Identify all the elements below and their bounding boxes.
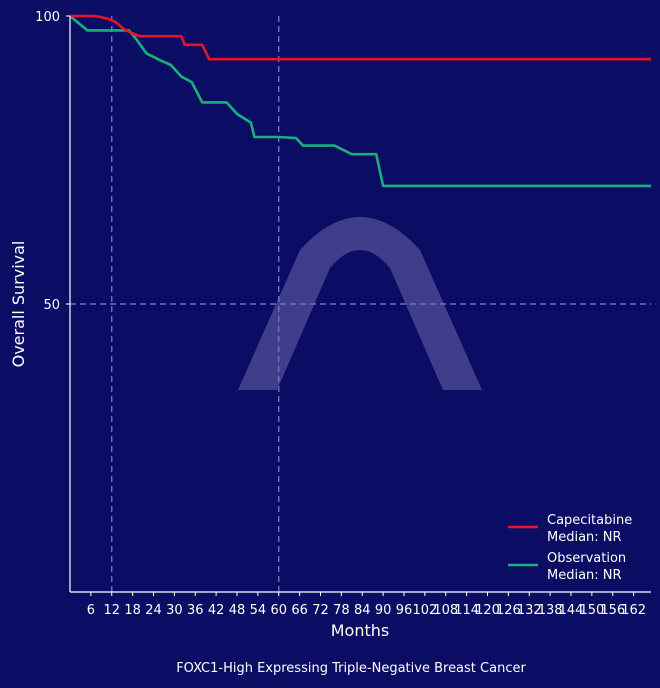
x-tick-label: 72 bbox=[312, 603, 329, 618]
x-tick-label: 102 bbox=[412, 603, 437, 618]
x-tick-label: 30 bbox=[166, 603, 183, 618]
x-tick-label: 96 bbox=[396, 603, 413, 618]
x-tick-label: 60 bbox=[270, 603, 287, 618]
watermark-lambda-icon bbox=[238, 217, 482, 390]
x-tick-label: 42 bbox=[208, 603, 225, 618]
x-tick-label: 126 bbox=[496, 603, 521, 618]
x-tick-label: 108 bbox=[433, 603, 458, 618]
x-tick-label: 144 bbox=[559, 603, 584, 618]
x-axis-ticks: 6 12 18 24 30 36 42 48 54 60 66 72 78 84 90 96 102108114… bbox=[87, 592, 646, 618]
x-tick-label: 36 bbox=[187, 603, 204, 618]
legend-item-capecitabine: Capecitabine Median: NR bbox=[508, 513, 632, 545]
y-axis-label: Overall Survival bbox=[9, 241, 28, 368]
y-tick-label: 50 bbox=[43, 298, 60, 313]
x-tick-label: 6 bbox=[87, 603, 95, 618]
legend-item-observation: Observation Median: NR bbox=[508, 551, 626, 583]
y-tick-label: 100 bbox=[35, 10, 60, 25]
series-line-capecitabine bbox=[70, 14, 651, 61]
series-line-observation bbox=[69, 14, 651, 188]
y-axis-ticks: 50 100 bbox=[35, 10, 70, 313]
x-tick-label: 162 bbox=[621, 603, 646, 618]
x-tick-label: 54 bbox=[250, 603, 267, 618]
x-tick-label: 150 bbox=[579, 603, 604, 618]
x-tick-label: 48 bbox=[229, 603, 246, 618]
x-axis-label: Months bbox=[331, 621, 389, 640]
legend-label: Observation bbox=[547, 551, 626, 566]
legend-sublabel: Median: NR bbox=[547, 530, 622, 545]
reference-lines bbox=[70, 16, 651, 592]
legend-sublabel: Median: NR bbox=[547, 568, 622, 583]
x-tick-label: 132 bbox=[517, 603, 542, 618]
x-tick-label: 138 bbox=[538, 603, 563, 618]
chart-caption: FOXC1-High Expressing Triple-Negative Br… bbox=[176, 661, 526, 676]
x-tick-label: 24 bbox=[145, 603, 162, 618]
x-tick-label: 78 bbox=[333, 603, 350, 618]
x-tick-label: 114 bbox=[454, 603, 479, 618]
survival-curves bbox=[69, 14, 651, 188]
legend: Capecitabine Median: NR Observation Median:… bbox=[508, 513, 632, 583]
x-tick-label: 12 bbox=[103, 603, 120, 618]
x-tick-label: 156 bbox=[600, 603, 625, 618]
x-tick-label: 84 bbox=[354, 603, 371, 618]
legend-label: Capecitabine bbox=[547, 513, 632, 528]
x-tick-label: 18 bbox=[124, 603, 141, 618]
x-tick-label: 120 bbox=[475, 603, 500, 618]
x-tick-label: 90 bbox=[375, 603, 392, 618]
x-tick-label: 66 bbox=[291, 603, 308, 618]
